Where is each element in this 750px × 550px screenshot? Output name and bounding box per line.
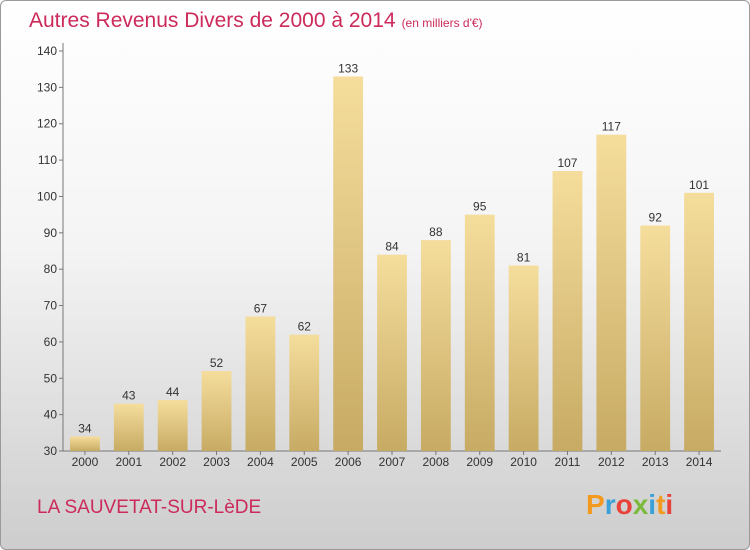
y-tick-label: 60 [44,335,58,349]
data-labels: 34 43 44 52 67 62 133 84 88 95 81 107 117 92 101 [78,61,709,435]
title-main: Autres Revenus Divers de 2000 à 2014 [29,9,396,32]
data-label: 133 [338,61,358,75]
title-unit: (en milliers d'€) [401,16,483,30]
bar [552,171,583,451]
bar [157,400,188,451]
x-tick-label: 2001 [115,455,142,469]
y-tick-label: 120 [37,117,57,131]
y-axis: 30 40 50 60 70 80 90 100 110 120 130 140 [37,43,64,458]
data-label: 34 [78,421,92,435]
data-label: 95 [473,200,487,214]
x-tick-label: 2007 [379,455,406,469]
y-tick-label: 110 [38,153,57,167]
y-tick-label: 30 [44,444,58,458]
x-tick-label: 2011 [555,455,581,469]
brand-letter: t [656,489,666,520]
y-tick-label: 90 [44,226,58,240]
x-tick-label: 2010 [510,455,537,469]
x-tick-label: 2004 [247,455,274,469]
commune-name: LA SAUVETAT-SUR-LèDE [37,497,262,518]
x-tick-label: 2005 [291,455,318,469]
data-label: 44 [166,385,180,399]
brand-letter: i [648,489,657,520]
x-tick-label: 2013 [642,455,669,469]
bar [464,214,495,451]
data-label: 52 [210,356,224,370]
bar [245,316,276,451]
x-tick-label: 2008 [423,455,450,469]
bar [684,192,714,451]
bar [289,334,320,451]
brand-letter: x [632,489,649,520]
bar [70,436,100,451]
x-tick-label: 2009 [466,455,493,469]
y-tick-label: 130 [37,80,57,94]
bar [596,134,627,452]
data-label: 88 [429,225,443,239]
brand-letter: o [615,489,633,520]
bar [113,403,144,451]
bar [333,76,364,452]
data-label: 84 [385,240,399,254]
bars [70,76,714,452]
data-label: 92 [649,211,663,225]
x-tick-label: 2014 [686,455,713,469]
bar [508,265,539,451]
brand-letter: P [586,489,605,520]
data-label: 62 [298,320,312,334]
x-tick-label: 2003 [203,455,230,469]
y-tick-label: 70 [44,299,58,313]
data-label: 43 [122,389,136,403]
data-label: 81 [517,251,531,265]
y-tick-label: 80 [44,262,58,276]
brand-logo: Proxiti [586,489,673,521]
data-label: 67 [254,301,268,315]
brand-letter: i [665,489,674,520]
data-label: 101 [689,178,709,192]
y-tick-label: 100 [37,189,57,203]
brand-letter: r [604,489,616,520]
bar [640,225,671,451]
x-tick-label: 2006 [335,455,362,469]
y-tick-label: 50 [44,371,58,385]
x-tick-label: 2000 [72,455,99,469]
y-tick-label: 40 [44,408,58,422]
data-label: 117 [602,120,621,134]
data-label: 107 [557,156,577,170]
x-axis: 2000 2001 2002 2003 2004 2005 2006 2007 2008 2009… [63,450,721,469]
bar [201,371,232,451]
chart-title: Autres Revenus Divers de 2000 à 2014 (en … [29,9,483,33]
x-tick-label: 2002 [159,455,186,469]
bar [377,254,407,451]
y-tick-label: 140 [37,44,57,58]
x-tick-label: 2012 [598,455,625,469]
bar [420,240,451,451]
